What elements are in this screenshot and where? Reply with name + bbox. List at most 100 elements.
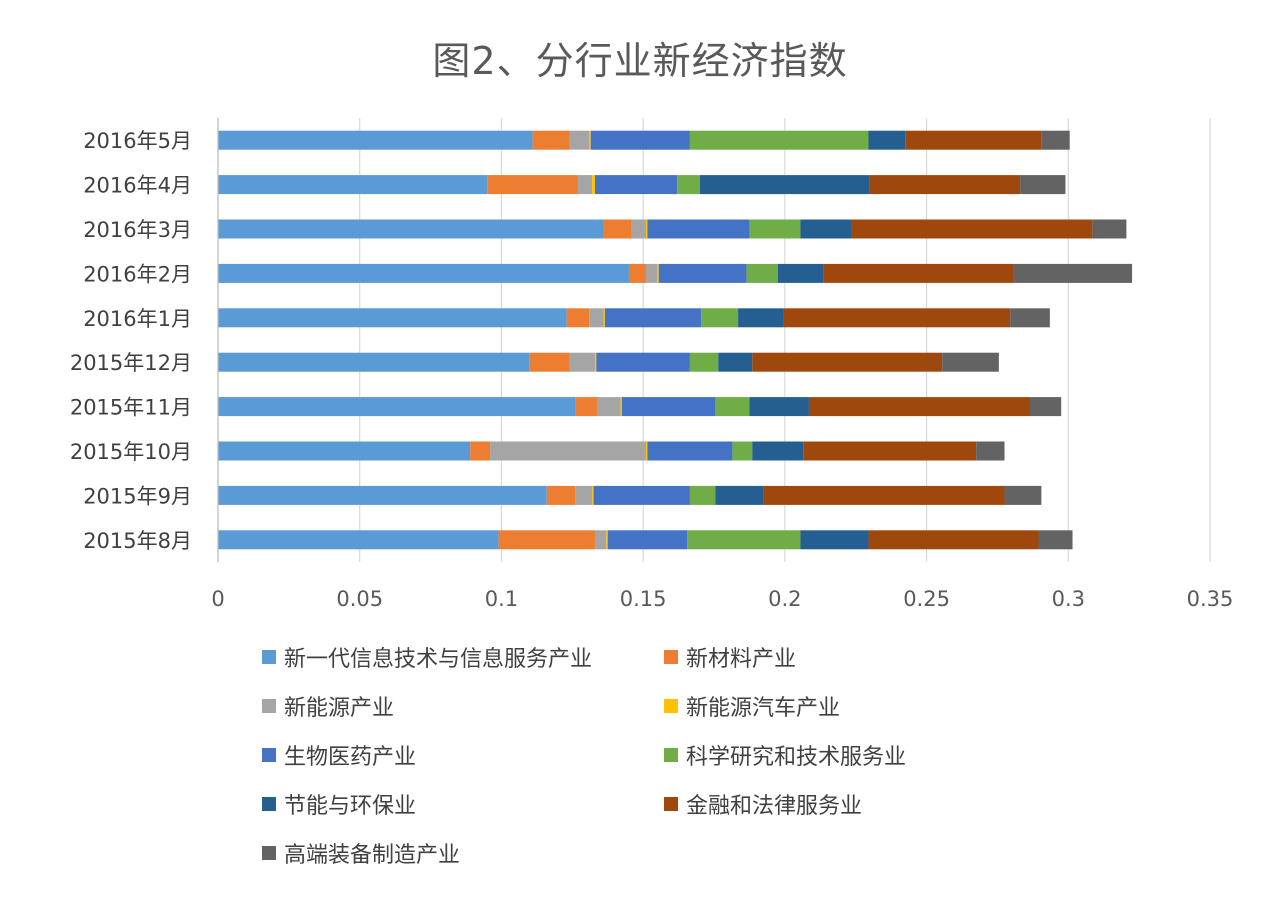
- bar-segment: [687, 530, 801, 550]
- bar-segment: [592, 485, 594, 505]
- bar-segment: [800, 219, 852, 239]
- bar-segment: [749, 219, 801, 239]
- bar-segment: [218, 441, 471, 461]
- bar-segment: [569, 352, 595, 372]
- bar-segment: [868, 130, 906, 150]
- bar-segment: [645, 263, 658, 283]
- bar-segment: [823, 263, 1014, 283]
- bar-segment: [1030, 397, 1062, 417]
- bar-segment: [658, 263, 747, 283]
- bar-segment: [777, 263, 824, 283]
- bar-segment: [589, 308, 604, 328]
- bar-segment: [869, 175, 1021, 195]
- bar-segment: [808, 397, 1031, 417]
- category-label: 2015年9月: [83, 484, 192, 508]
- bar-segment: [575, 397, 598, 417]
- axis-layer: 0 0.05 0.1 0.15 0.2 0.25 0.3 0.35 2016年5月 2016年4月…: [70, 118, 1234, 611]
- category-label: 2016年4月: [83, 174, 192, 198]
- bar-segment: [645, 441, 648, 461]
- bar-segment: [1038, 530, 1073, 550]
- category-label: 2016年3月: [83, 218, 192, 242]
- bar-segment: [592, 175, 595, 195]
- x-tick-label: 0.05: [336, 587, 383, 611]
- bar-segment: [470, 441, 491, 461]
- bar-segment: [532, 130, 570, 150]
- bar-segment: [647, 441, 733, 461]
- bar-segment: [803, 441, 977, 461]
- x-tick-label: 0.35: [1187, 587, 1234, 611]
- x-tick-label: 0.3: [1052, 587, 1085, 611]
- bars-layer: [218, 130, 1133, 550]
- bar-segment: [851, 219, 1093, 239]
- bar-segment: [603, 219, 632, 239]
- bar-segment: [752, 441, 804, 461]
- bar-segment: [1020, 175, 1066, 195]
- bar-segment: [218, 175, 488, 195]
- bar-segment: [976, 441, 1005, 461]
- bar-segment: [715, 485, 764, 505]
- bar-segment: [647, 219, 750, 239]
- bar-segment: [218, 485, 547, 505]
- bar-segment: [218, 263, 629, 283]
- bar-segment: [546, 485, 576, 505]
- bar-segment: [657, 263, 659, 283]
- x-tick-label: 0.15: [620, 587, 667, 611]
- bar-segment: [607, 530, 688, 550]
- category-label: 2015年12月: [70, 351, 192, 375]
- bar-segment: [763, 485, 1005, 505]
- bar-segment: [689, 130, 869, 150]
- x-tick-label: 0.2: [768, 587, 801, 611]
- chart-title: 图2、分行业新经济指数: [432, 39, 848, 83]
- bar-segment: [218, 352, 530, 372]
- bar-segment: [490, 441, 646, 461]
- bar-segment: [746, 263, 778, 283]
- bar-segment: [868, 530, 1039, 550]
- bar-segment: [597, 397, 621, 417]
- category-label: 2015年11月: [70, 396, 192, 420]
- bar-segment: [529, 352, 570, 372]
- bar-segment: [1041, 130, 1070, 150]
- category-label: 2016年1月: [83, 307, 192, 331]
- bar-segment: [577, 175, 593, 195]
- bar-segment: [783, 308, 1011, 328]
- bar-segment: [800, 530, 869, 550]
- x-tick-label: 0.25: [903, 587, 950, 611]
- bar-segment: [718, 352, 753, 372]
- bar-segment: [942, 352, 999, 372]
- x-tick-label: 0: [211, 587, 224, 611]
- bar-segment: [628, 263, 646, 283]
- bar-segment: [218, 530, 499, 550]
- bar-segment: [1013, 263, 1133, 283]
- bar-segment: [606, 530, 608, 550]
- category-label: 2016年2月: [83, 262, 192, 286]
- bar-segment: [752, 352, 943, 372]
- bar-segment: [594, 352, 597, 372]
- bar-segment: [594, 175, 678, 195]
- bar-segment: [699, 175, 870, 195]
- bar-segment: [603, 308, 605, 328]
- bar-segment: [604, 308, 702, 328]
- bar-segment: [1004, 485, 1042, 505]
- bar-segment: [596, 352, 690, 372]
- bar-segment: [218, 219, 604, 239]
- bar-segment: [689, 485, 716, 505]
- bar-segment: [620, 397, 622, 417]
- bar-segment: [621, 397, 716, 417]
- bar-segment: [566, 308, 590, 328]
- bar-segment: [1092, 219, 1127, 239]
- bar-segment: [689, 352, 719, 372]
- bar-segment: [732, 441, 753, 461]
- bar-segment: [498, 530, 595, 550]
- bar-segment: [1010, 308, 1050, 328]
- bar-segment: [905, 130, 1042, 150]
- bar-segment: [738, 308, 784, 328]
- bar-segment: [590, 130, 690, 150]
- bar-segment: [575, 485, 593, 505]
- bar-segment: [218, 130, 533, 150]
- bar-segment: [715, 397, 750, 417]
- category-label: 2016年5月: [83, 129, 192, 153]
- category-label: 2015年8月: [83, 529, 192, 553]
- x-tick-label: 0.1: [485, 587, 518, 611]
- bar-segment: [645, 219, 648, 239]
